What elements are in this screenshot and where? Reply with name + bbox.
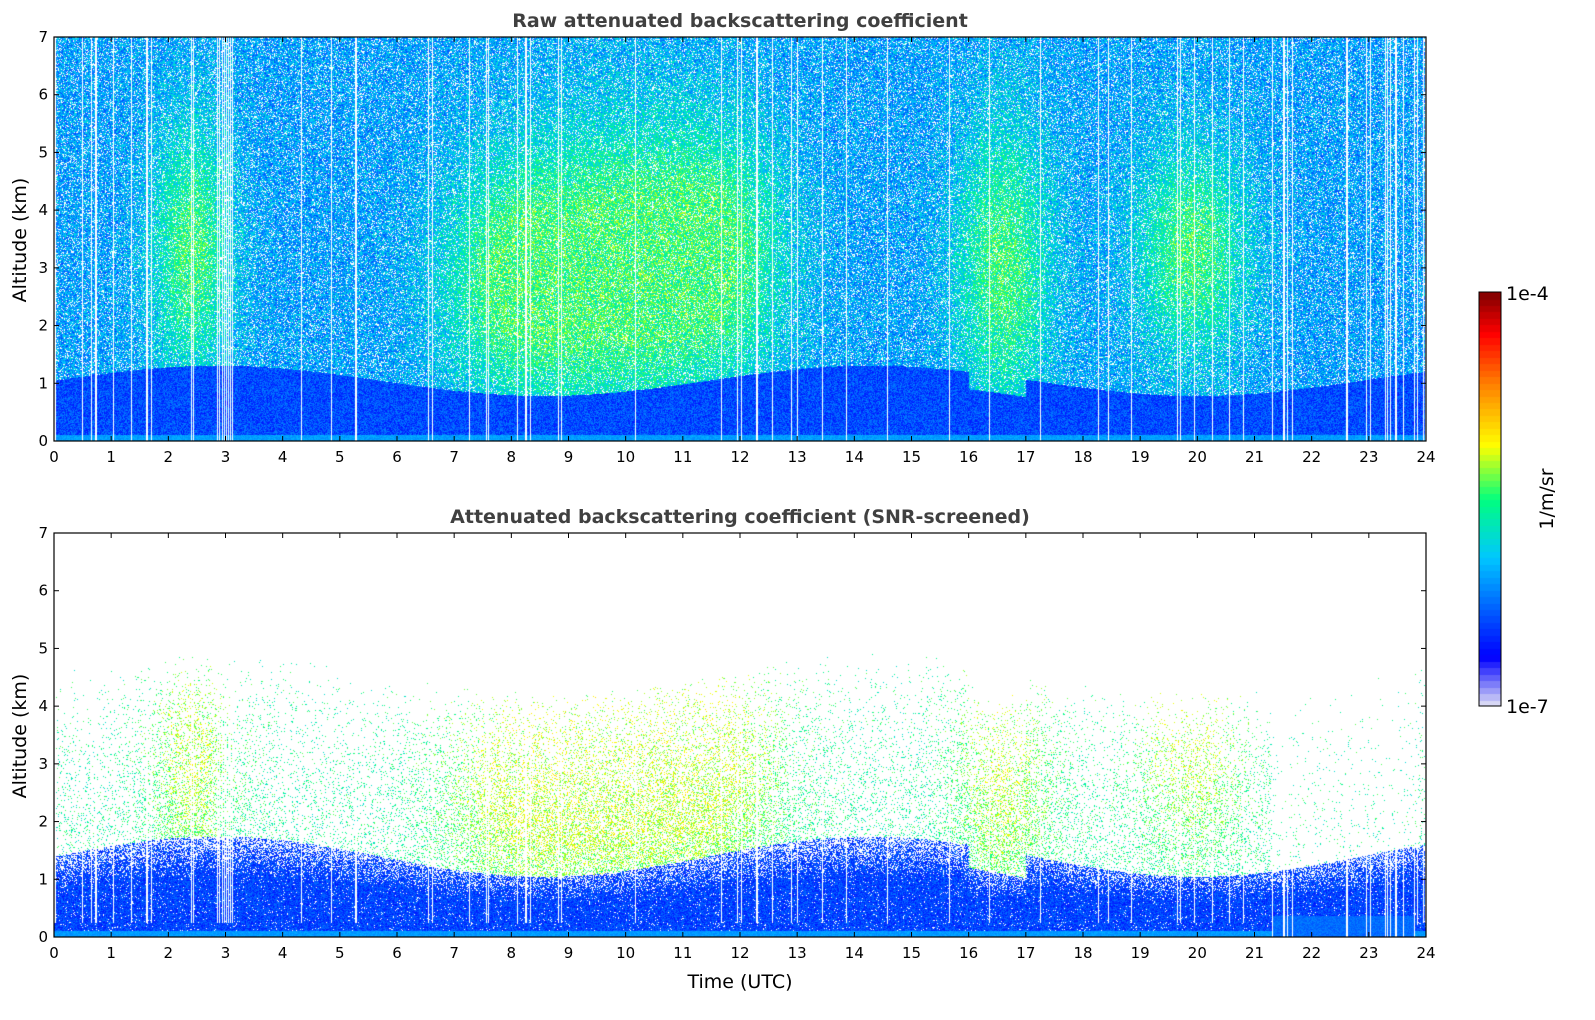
x-tick-label: 4 bbox=[278, 448, 288, 466]
axis-ticks: 0 1 2 3 4 5 6 7 8 9 10 11 12 13 14 15 16 17 18 19 20 21 22 23 24… bbox=[38, 28, 1435, 466]
x-tick-label: 8 bbox=[507, 944, 517, 962]
x-tick-label: 8 bbox=[507, 448, 517, 466]
y-tick-label: 1 bbox=[38, 870, 48, 888]
x-tick-label: 11 bbox=[673, 944, 692, 962]
x-tick-label: 13 bbox=[788, 944, 807, 962]
y-tick-label: 0 bbox=[38, 928, 48, 946]
x-tick-label: 3 bbox=[221, 448, 231, 466]
x-tick-label: 5 bbox=[335, 448, 345, 466]
x-tick-label: 14 bbox=[845, 944, 864, 962]
y-tick-label: 3 bbox=[38, 755, 48, 773]
x-tick-label: 6 bbox=[392, 944, 402, 962]
x-tick-label: 24 bbox=[1416, 448, 1435, 466]
x-tick-label: 16 bbox=[959, 944, 978, 962]
heatmap-raw bbox=[54, 37, 1426, 441]
x-tick-label: 19 bbox=[1131, 448, 1150, 466]
x-tick-label: 15 bbox=[902, 448, 921, 466]
x-axis-label: Time (UTC) bbox=[686, 971, 792, 993]
x-tick-label: 7 bbox=[449, 448, 459, 466]
x-tick-label: 11 bbox=[673, 448, 692, 466]
colorbar-unit-label: 1/m/sr bbox=[1536, 468, 1558, 529]
x-tick-label: 0 bbox=[49, 448, 59, 466]
x-tick-label: 5 bbox=[335, 944, 345, 962]
x-tick-label: 20 bbox=[1188, 448, 1207, 466]
x-tick-label: 21 bbox=[1245, 448, 1264, 466]
x-tick-label: 4 bbox=[278, 944, 288, 962]
y-tick-label: 5 bbox=[38, 143, 48, 161]
x-tick-label: 19 bbox=[1131, 944, 1150, 962]
x-tick-label: 12 bbox=[730, 944, 749, 962]
x-tick-label: 14 bbox=[845, 448, 864, 466]
y-axis-label: Altitude (km) bbox=[9, 178, 31, 303]
x-tick-label: 12 bbox=[730, 448, 749, 466]
panel-snr-screened: Attenuated backscattering coefficient (S… bbox=[9, 506, 1436, 993]
colorbar-max-label: 1e-4 bbox=[1506, 283, 1549, 305]
y-tick-label: 1 bbox=[38, 374, 48, 392]
x-tick-label: 17 bbox=[1016, 944, 1035, 962]
y-tick-label: 6 bbox=[38, 582, 48, 600]
colorbar-min-label: 1e-7 bbox=[1506, 696, 1549, 718]
y-tick-label: 5 bbox=[38, 639, 48, 657]
y-tick-label: 0 bbox=[38, 432, 48, 450]
plot-frame bbox=[53, 532, 1427, 938]
x-tick-label: 3 bbox=[221, 944, 231, 962]
x-tick-label: 7 bbox=[449, 944, 459, 962]
heatmap-snr-screened bbox=[54, 533, 1426, 937]
y-tick-label: 7 bbox=[38, 28, 48, 46]
x-tick-label: 20 bbox=[1188, 944, 1207, 962]
panel-raw: Raw attenuated backscattering coefficien… bbox=[9, 10, 1436, 466]
chart-title: Attenuated backscattering coefficient (S… bbox=[450, 506, 1030, 528]
x-tick-label: 18 bbox=[1073, 448, 1092, 466]
x-tick-label: 23 bbox=[1359, 944, 1378, 962]
x-tick-label: 1 bbox=[106, 944, 116, 962]
y-tick-label: 6 bbox=[38, 86, 48, 104]
colorbar-gradient bbox=[1479, 292, 1501, 706]
x-tick-label: 21 bbox=[1245, 944, 1264, 962]
colorbar: 1e-4 1e-7 1/m/sr bbox=[1478, 283, 1558, 718]
x-tick-label: 23 bbox=[1359, 448, 1378, 466]
x-tick-label: 6 bbox=[392, 448, 402, 466]
y-tick-label: 2 bbox=[38, 813, 48, 831]
y-tick-label: 2 bbox=[38, 317, 48, 335]
x-tick-label: 16 bbox=[959, 448, 978, 466]
y-tick-label: 7 bbox=[38, 524, 48, 542]
x-tick-label: 9 bbox=[564, 448, 574, 466]
x-tick-label: 10 bbox=[616, 448, 635, 466]
axis-ticks: 0 1 2 3 4 5 6 7 8 9 10 11 12 13 14 15 16 17 18 19 20 21 22 23 24… bbox=[38, 524, 1435, 962]
x-tick-label: 10 bbox=[616, 944, 635, 962]
x-tick-label: 24 bbox=[1416, 944, 1435, 962]
x-tick-label: 22 bbox=[1302, 944, 1321, 962]
x-tick-label: 13 bbox=[788, 448, 807, 466]
x-tick-label: 18 bbox=[1073, 944, 1092, 962]
x-tick-label: 15 bbox=[902, 944, 921, 962]
y-tick-label: 3 bbox=[38, 259, 48, 277]
y-tick-label: 4 bbox=[38, 697, 48, 715]
x-tick-label: 0 bbox=[49, 944, 59, 962]
y-tick-label: 4 bbox=[38, 201, 48, 219]
x-tick-label: 9 bbox=[564, 944, 574, 962]
plot-frame bbox=[53, 36, 1427, 442]
y-axis-label: Altitude (km) bbox=[9, 674, 31, 799]
colorbar-frame bbox=[1478, 291, 1502, 707]
x-tick-label: 22 bbox=[1302, 448, 1321, 466]
x-tick-label: 17 bbox=[1016, 448, 1035, 466]
chart-title: Raw attenuated backscattering coefficien… bbox=[512, 10, 968, 32]
x-tick-label: 2 bbox=[164, 448, 174, 466]
x-tick-label: 2 bbox=[164, 944, 174, 962]
x-tick-label: 1 bbox=[106, 448, 116, 466]
